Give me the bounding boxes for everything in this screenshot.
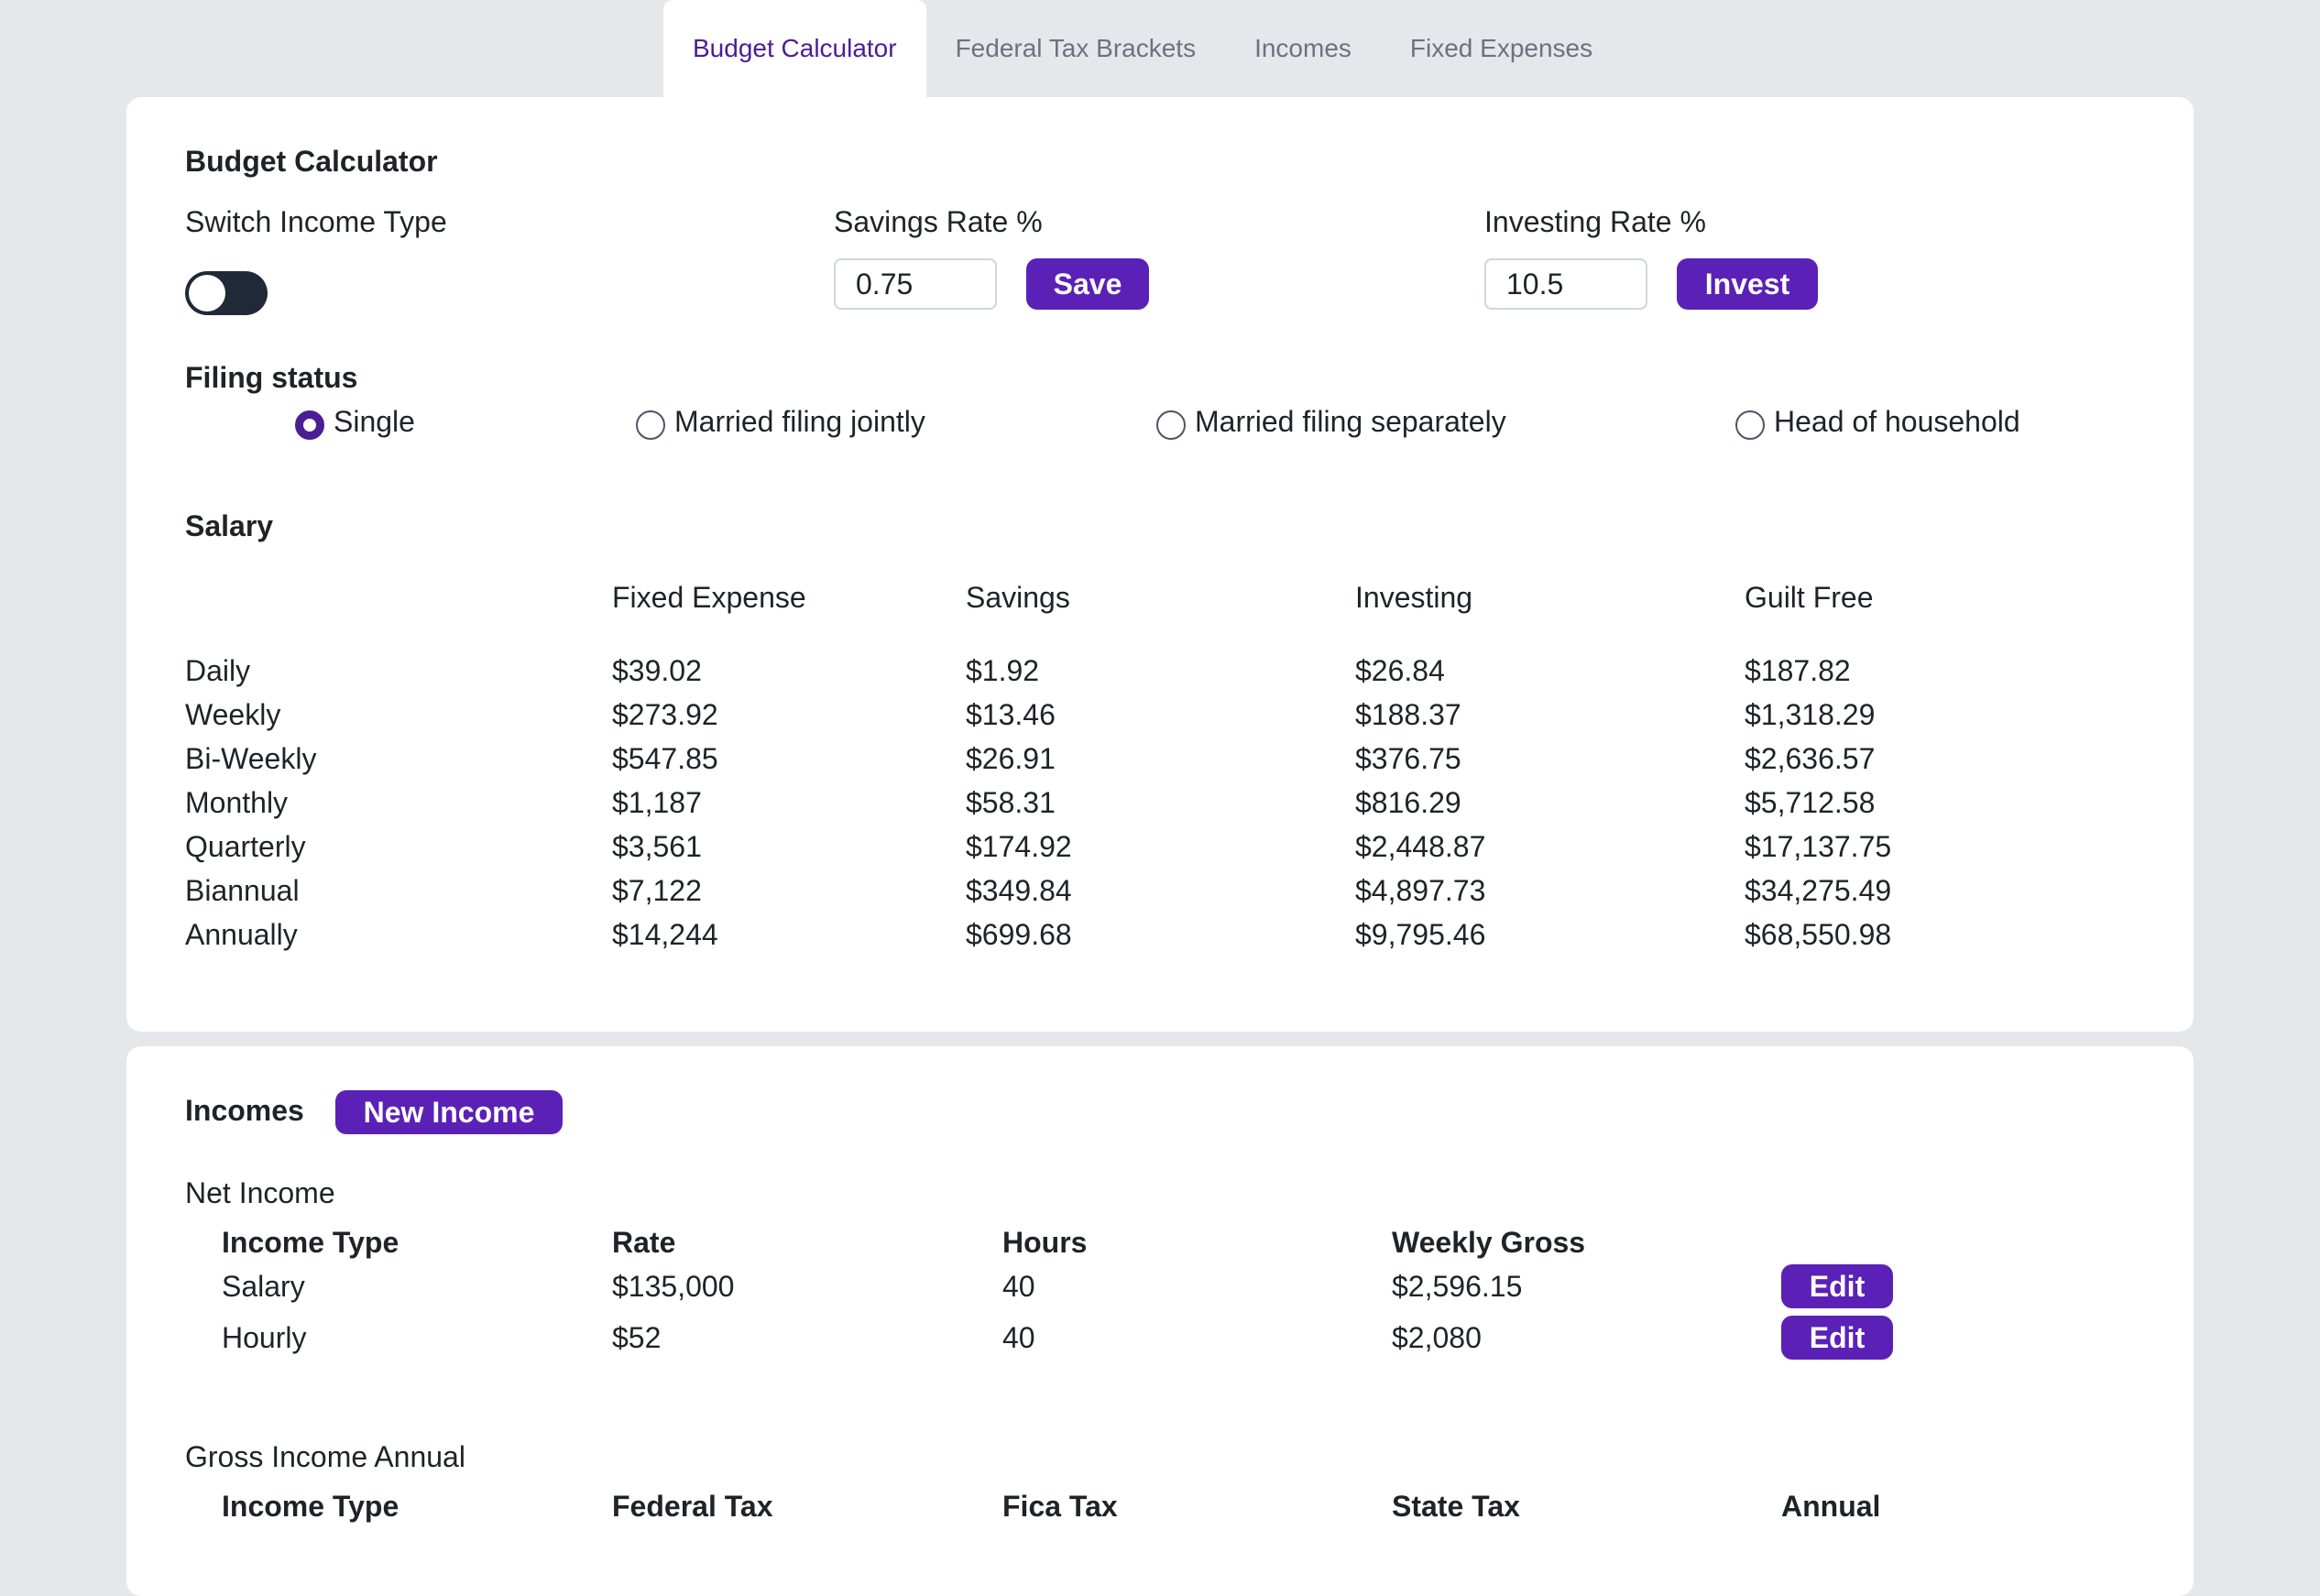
cell-guilt-free: $5,712.58 [1745, 786, 1876, 819]
savings-rate-input[interactable] [834, 258, 997, 310]
row-label: Weekly [185, 698, 281, 731]
tab-federal-tax-brackets[interactable]: Federal Tax Brackets [955, 34, 1197, 62]
cell-investing: $26.84 [1355, 654, 1445, 687]
cell-fixed-expense: $14,244 [612, 918, 718, 951]
column-header-federal-tax: Federal Tax [612, 1490, 773, 1523]
cell-savings: $58.31 [966, 786, 1056, 819]
cell-savings: $699.68 [966, 918, 1072, 951]
cell-investing: $816.29 [1355, 786, 1461, 819]
save-button[interactable]: Save [1026, 258, 1149, 310]
cell-savings: $13.46 [966, 698, 1056, 731]
radio-label-married-filing-jointly: Married filing jointly [674, 405, 925, 438]
cell-savings: $174.92 [966, 830, 1072, 863]
column-header-guilt-free: Guilt Free [1745, 581, 1874, 614]
row-label: Bi-Weekly [185, 742, 317, 775]
net-income-weekly-gross: $2,080 [1392, 1321, 1482, 1354]
row-label: Biannual [185, 874, 300, 907]
column-header-fica-tax: Fica Tax [1002, 1490, 1118, 1523]
radio-married-filing-jointly[interactable] [636, 410, 665, 440]
column-header-rate: Rate [612, 1226, 676, 1259]
column-header-hours: Hours [1002, 1226, 1088, 1259]
cell-investing: $4,897.73 [1355, 874, 1486, 907]
new-income-button[interactable]: New Income [335, 1090, 563, 1134]
row-label: Annually [185, 918, 298, 951]
toggle-knob [189, 275, 225, 312]
cell-guilt-free: $34,275.49 [1745, 874, 1892, 907]
cell-investing: $9,795.46 [1355, 918, 1486, 951]
column-header-weekly-gross: Weekly Gross [1392, 1226, 1586, 1259]
cell-fixed-expense: $547.85 [612, 742, 718, 775]
cell-guilt-free: $187.82 [1745, 654, 1851, 687]
income-type-toggle[interactable] [185, 271, 268, 315]
tab-budget-calculator[interactable]: Budget Calculator [663, 0, 926, 97]
radio-head-of-household[interactable] [1735, 410, 1765, 440]
row-label: Monthly [185, 786, 289, 819]
savings-rate-label: Savings Rate % [834, 205, 1043, 238]
column-header-state-tax: State Tax [1392, 1490, 1520, 1523]
tab-fixed-expenses[interactable]: Fixed Expenses [1409, 34, 1593, 62]
budget-calculator-card: Budget Calculator Switch Income Type Sav… [126, 97, 2194, 1032]
incomes-title: Incomes [185, 1094, 304, 1127]
cell-savings: $1.92 [966, 654, 1040, 687]
cell-guilt-free: $2,636.57 [1745, 742, 1876, 775]
invest-button[interactable]: Invest [1677, 258, 1818, 310]
cell-fixed-expense: $1,187 [612, 786, 702, 819]
cell-guilt-free: $17,137.75 [1745, 830, 1892, 863]
column-header-investing: Investing [1355, 581, 1473, 614]
cell-savings: $26.91 [966, 742, 1056, 775]
radio-single[interactable] [295, 410, 324, 440]
cell-guilt-free: $68,550.98 [1745, 918, 1892, 951]
tab-incomes[interactable]: Incomes [1254, 34, 1352, 62]
cell-investing: $2,448.87 [1355, 830, 1486, 863]
cell-investing: $376.75 [1355, 742, 1461, 775]
cell-fixed-expense: $39.02 [612, 654, 702, 687]
row-label: Quarterly [185, 830, 306, 863]
net-income-hours: 40 [1002, 1321, 1035, 1354]
cell-guilt-free: $1,318.29 [1745, 698, 1876, 731]
cell-investing: $188.37 [1355, 698, 1461, 731]
tab-bar: Budget Calculator Federal Tax Brackets I… [663, 0, 1622, 97]
salary-title: Salary [185, 509, 274, 542]
edit-hourly-button[interactable]: Edit [1781, 1316, 1893, 1360]
net-income-rate: $135,000 [612, 1270, 735, 1303]
net-income-title: Net Income [185, 1176, 335, 1209]
radio-label-head-of-household: Head of household [1774, 405, 2020, 438]
budget-calculator-title: Budget Calculator [185, 145, 438, 178]
net-income-weekly-gross: $2,596.15 [1392, 1270, 1523, 1303]
radio-married-filing-separately[interactable] [1156, 410, 1186, 440]
row-label: Daily [185, 654, 251, 687]
cell-fixed-expense: $273.92 [612, 698, 718, 731]
net-income-hours: 40 [1002, 1270, 1035, 1303]
radio-label-married-filing-separately: Married filing separately [1195, 405, 1506, 438]
radio-label-single: Single [334, 405, 415, 438]
column-header-income-type: Income Type [222, 1226, 399, 1259]
cell-savings: $349.84 [966, 874, 1072, 907]
column-header-annual: Annual [1781, 1490, 1881, 1523]
column-header-savings: Savings [966, 581, 1070, 614]
investing-rate-label: Investing Rate % [1484, 205, 1706, 238]
net-income-rate: $52 [612, 1321, 662, 1354]
net-income-type: Hourly [222, 1321, 307, 1354]
cell-fixed-expense: $3,561 [612, 830, 702, 863]
investing-rate-input[interactable] [1484, 258, 1647, 310]
incomes-card: Incomes New Income Net Income Income Typ… [126, 1046, 2194, 1596]
edit-salary-button[interactable]: Edit [1781, 1264, 1893, 1308]
switch-income-type-label: Switch Income Type [185, 205, 447, 238]
filing-status-title: Filing status [185, 361, 358, 394]
cell-fixed-expense: $7,122 [612, 874, 702, 907]
gross-income-annual-title: Gross Income Annual [185, 1440, 465, 1473]
net-income-type: Salary [222, 1270, 305, 1303]
column-header-fixed-expense: Fixed Expense [612, 581, 806, 614]
column-header-income-type: Income Type [222, 1490, 399, 1523]
